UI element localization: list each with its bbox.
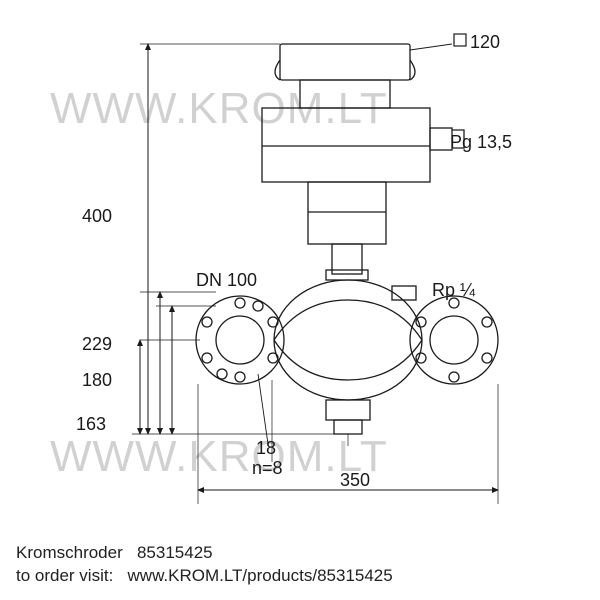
valve-stem: [326, 244, 368, 280]
connector-box: [308, 182, 386, 244]
flange-left: [196, 296, 284, 384]
dim-350: 350: [340, 470, 370, 490]
dim-top-square: 120: [470, 32, 500, 52]
dim-dn: DN 100: [196, 270, 257, 290]
valve-body: [274, 280, 422, 400]
technical-drawing: 120 Pg 13,5 400 DN 100 Rp ¼ 229 180 163 …: [0, 0, 600, 600]
dim-400: 400: [82, 206, 112, 226]
dim-rp: Rp ¼: [432, 280, 476, 300]
order-prefix: to order visit:: [16, 566, 113, 585]
actuator-top: [275, 44, 415, 80]
brand-name: Kromschroder: [16, 543, 123, 562]
dim-180: 180: [82, 370, 112, 390]
part-number: 85315425: [137, 543, 213, 562]
dim-163: 163: [76, 414, 106, 434]
square-symbol-icon: [454, 34, 466, 46]
dim-n8: n=8: [252, 458, 283, 478]
leader-top-square: [410, 44, 452, 50]
bottom-cap: [326, 400, 370, 434]
footer: Kromschroder 85315425 to order visit: ww…: [16, 542, 393, 588]
flange-right: [410, 296, 498, 384]
actuator-neck: [300, 80, 390, 108]
leader-bolt-hole: [258, 374, 268, 444]
extension-lines: [132, 44, 498, 504]
dim-18: 18: [256, 438, 276, 458]
actuator-body: [262, 108, 464, 182]
dim-lines-vertical: [140, 44, 172, 434]
dim-229: 229: [82, 334, 112, 354]
dim-pg: Pg 13,5: [450, 132, 512, 152]
order-link[interactable]: www.KROM.LT/products/85315425: [128, 566, 393, 585]
